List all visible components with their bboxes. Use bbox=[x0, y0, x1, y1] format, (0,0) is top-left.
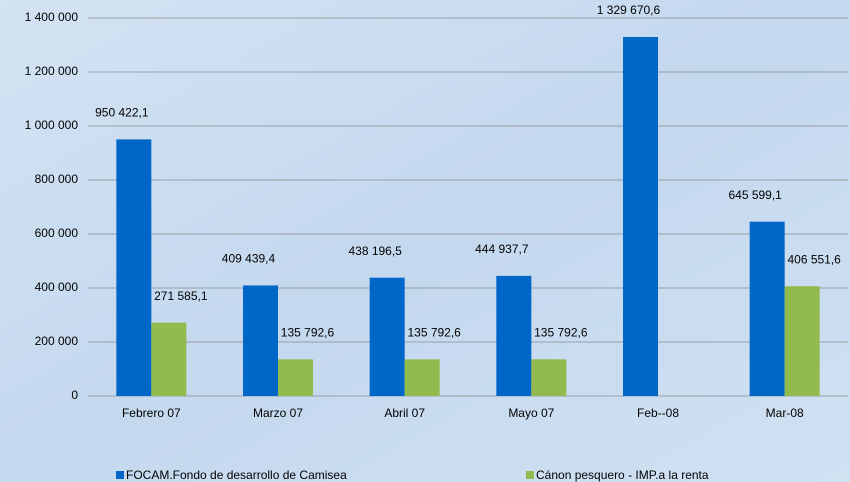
x-tick-label: Mar-08 bbox=[766, 406, 804, 420]
data-label: 1 329 670,6 bbox=[597, 3, 661, 17]
bar bbox=[116, 139, 152, 396]
y-tick-label: 200 000 bbox=[35, 334, 79, 348]
legend-label: Cánon pesquero - IMP.a la renta bbox=[536, 468, 709, 482]
y-tick-label: 800 000 bbox=[35, 172, 79, 186]
x-tick-label: Febrero 07 bbox=[122, 406, 181, 420]
data-label: 135 792,6 bbox=[281, 326, 335, 340]
bar bbox=[278, 359, 313, 396]
y-tick-label: 1 200 000 bbox=[25, 64, 79, 78]
data-label: 645 599,1 bbox=[728, 188, 782, 202]
x-tick-label: Marzo 07 bbox=[253, 406, 303, 420]
data-label: 444 937,7 bbox=[475, 242, 529, 256]
bar bbox=[369, 277, 405, 396]
y-tick-label: 0 bbox=[71, 388, 78, 402]
y-tick-label: 1 000 000 bbox=[25, 118, 79, 132]
legend-label: FOCAM.Fondo de desarrollo de Camisea bbox=[126, 468, 347, 482]
y-tick-label: 600 000 bbox=[35, 226, 79, 240]
data-label: 135 792,6 bbox=[534, 326, 588, 340]
data-label: 438 196,5 bbox=[348, 244, 402, 258]
y-tick-label: 400 000 bbox=[35, 280, 79, 294]
bar bbox=[749, 221, 785, 396]
bar bbox=[243, 285, 278, 396]
x-tick-label: Mayo 07 bbox=[508, 406, 554, 420]
bar bbox=[623, 36, 658, 396]
data-label: 406 551,6 bbox=[787, 252, 841, 266]
legend-swatch bbox=[116, 471, 124, 479]
x-tick-label: Feb--08 bbox=[637, 406, 679, 420]
y-tick-label: 1 400 000 bbox=[25, 10, 79, 24]
bar bbox=[496, 275, 532, 396]
bar bbox=[404, 359, 440, 396]
x-tick-label: Abril 07 bbox=[384, 406, 425, 420]
bar bbox=[531, 359, 567, 396]
legend-swatch bbox=[526, 471, 534, 479]
data-label: 135 792,6 bbox=[407, 326, 461, 340]
data-label: 950 422,1 bbox=[95, 106, 149, 120]
bar bbox=[784, 286, 820, 396]
bar bbox=[151, 322, 187, 396]
data-label: 271 585,1 bbox=[154, 289, 208, 303]
data-label: 409 439,4 bbox=[222, 252, 276, 266]
